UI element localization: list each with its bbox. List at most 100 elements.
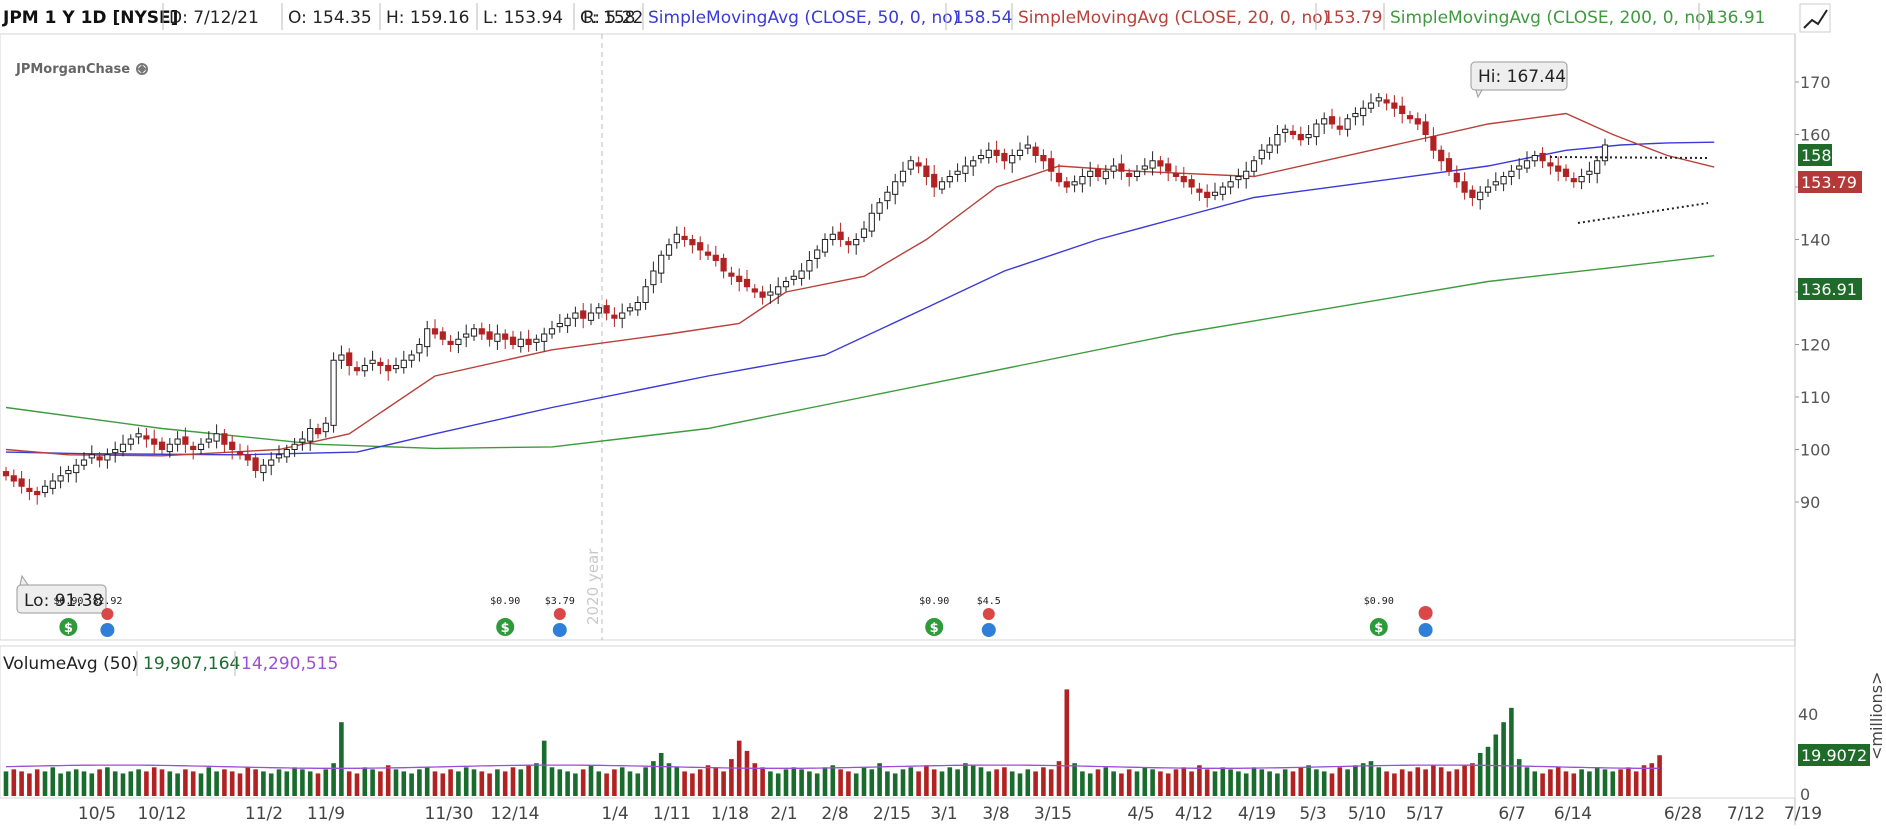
- candle: [57, 466, 64, 489]
- date-axis: 10/5 10/12 11/2 11/9 11/30 12/14 1/4 1/11 1/18 2/…: [78, 804, 1822, 824]
- volume-bar: [401, 771, 407, 796]
- candle: [814, 245, 821, 269]
- candle: [166, 437, 173, 458]
- sma20-legend[interactable]: SimpleMovingAvg (CLOSE, 20, 0, no): [1018, 8, 1329, 28]
- candle: [299, 431, 306, 451]
- candle: [1032, 142, 1039, 163]
- volume-bar: [1501, 722, 1506, 796]
- volume-bar: [1064, 689, 1070, 796]
- volume-bar: [3, 771, 9, 796]
- candle: [1079, 168, 1086, 193]
- volume-bar: [1056, 761, 1062, 796]
- dividend-icon[interactable]: $0.90 $: [1364, 596, 1394, 636]
- volume-bar: [861, 767, 867, 796]
- candle: [416, 338, 423, 362]
- volume-tick-label: 0: [1800, 785, 1810, 804]
- sma50-line: [5, 141, 1715, 456]
- candle: [88, 445, 95, 464]
- candle: [619, 303, 626, 329]
- candle: [509, 330, 517, 350]
- volume-label[interactable]: VolumeAvg (50): [3, 654, 138, 674]
- dividend-icon[interactable]: $0.90 $: [53, 596, 83, 636]
- candle: [860, 221, 868, 243]
- candle: [291, 437, 298, 457]
- symbol-title[interactable]: JPM 1 Y 1D [NYSE]: [2, 8, 178, 28]
- candle: [369, 350, 376, 371]
- dividend-icon[interactable]: $0.90 $: [490, 596, 520, 636]
- sma200-legend[interactable]: SimpleMovingAvg (CLOSE, 200, 0, no): [1390, 8, 1712, 28]
- volume-bar: [1345, 769, 1350, 796]
- candle: [1430, 127, 1437, 159]
- candle: [252, 453, 259, 478]
- drawing-tool-icon[interactable]: [1799, 3, 1831, 33]
- earnings-icon[interactable]: $2.92: [92, 596, 122, 637]
- volume-bar: [1165, 773, 1171, 796]
- volume-bar: [557, 769, 563, 796]
- volume-bar: [1158, 771, 1163, 796]
- volume-bar: [237, 773, 243, 796]
- price-tick-label: 110: [1800, 388, 1831, 407]
- candle: [658, 250, 665, 284]
- volume-bar: [994, 769, 999, 796]
- candle: [1461, 172, 1468, 200]
- candle: [665, 238, 673, 260]
- earnings-icon[interactable]: $3.79: [545, 596, 575, 637]
- volume-bar: [674, 767, 680, 796]
- earnings-icon[interactable]: $4.5: [977, 596, 1001, 637]
- candle: [112, 441, 119, 463]
- candle: [1477, 185, 1484, 210]
- volume-bar: [510, 767, 516, 796]
- sma-path: [5, 255, 1715, 450]
- volume-bar: [1041, 767, 1046, 796]
- candle: [229, 435, 236, 460]
- volume-bar: [214, 771, 219, 796]
- candle: [1001, 148, 1008, 170]
- volume-bar: [1657, 755, 1662, 796]
- candle: [424, 320, 431, 357]
- header-bar: JPM 1 Y 1D [NYSE] D: 7/12/21 O: 154.35 H…: [0, 0, 1795, 33]
- volume-bar: [541, 740, 547, 796]
- volume-bar: [1337, 767, 1343, 796]
- candle: [260, 458, 267, 482]
- date-tick-label: 1/4: [601, 804, 628, 824]
- candle: [564, 313, 571, 333]
- volume-bar: [1353, 765, 1358, 796]
- candle: [1235, 168, 1242, 189]
- dividend-icon[interactable]: $0.90 $: [919, 596, 949, 636]
- volume-bar: [518, 769, 524, 796]
- date-tick-label: 5/3: [1299, 804, 1326, 824]
- volume-bar: [175, 773, 180, 796]
- volume-bar: [1181, 767, 1187, 796]
- volume-bar: [1649, 763, 1655, 796]
- candle: [463, 324, 470, 348]
- close-price-badge: 158: [1798, 144, 1832, 166]
- sma50-legend[interactable]: SimpleMovingAvg (CLOSE, 50, 0, no): [648, 8, 959, 28]
- header-close: C: 158: [580, 8, 635, 28]
- candle: [275, 445, 283, 463]
- event-markers: $0.90 $ $2.92 $0.90 $ $3.79 $0.90 $ $4.5 $0.90 $: [53, 596, 1433, 637]
- volume-bar: [268, 773, 274, 796]
- volume-bar: [916, 771, 921, 796]
- volume-bar: [34, 769, 40, 796]
- candle: [1149, 151, 1156, 176]
- volume-bar: [1321, 771, 1327, 796]
- candle: [977, 149, 985, 164]
- candle: [96, 452, 103, 468]
- date-tick-label: 4/5: [1127, 804, 1154, 824]
- volume-bar: [292, 767, 297, 796]
- date-tick-label: 6/7: [1498, 804, 1525, 824]
- volume-bar: [549, 767, 555, 796]
- volume-bar: [1267, 771, 1272, 796]
- earnings-icon[interactable]: [1418, 606, 1433, 637]
- volume-bar: [1360, 763, 1366, 796]
- candle: [182, 427, 189, 453]
- volume-bar: [1002, 767, 1007, 796]
- volume-bar: [1633, 771, 1639, 796]
- date-tick-label: 11/9: [307, 804, 345, 824]
- svg-text:$2.92: $2.92: [92, 596, 122, 607]
- candle: [494, 324, 501, 351]
- candle: [1562, 164, 1570, 182]
- volume-bar: [1563, 771, 1569, 796]
- volume-bar: [838, 769, 843, 796]
